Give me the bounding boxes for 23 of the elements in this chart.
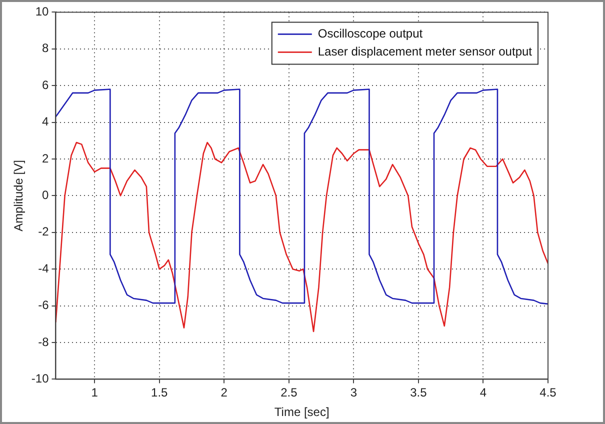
legend-label: Oscilloscope output	[318, 26, 424, 41]
x-tick-label: 3.5	[410, 386, 428, 400]
y-tick-label: -2	[38, 224, 50, 239]
x-tick-label: 4	[480, 386, 487, 400]
y-tick-label: 8	[42, 41, 50, 56]
legend-label: Laser displacement meter sensor output	[318, 44, 533, 59]
y-tick-label: 10	[35, 4, 50, 19]
y-tick-label: -8	[38, 334, 50, 349]
x-axis-title: Time [sec]	[274, 405, 330, 420]
y-tick-label: -6	[38, 298, 50, 312]
y-tick-label: -4	[38, 261, 50, 276]
x-tick-label: 2.5	[280, 386, 298, 400]
y-tick-label: -10	[31, 372, 50, 386]
y-tick-label: 2	[42, 151, 50, 166]
y-tick-label: 4	[42, 114, 50, 129]
y-axis-title: Amplitude [V]	[12, 160, 26, 232]
x-tick-label: 1	[91, 386, 98, 400]
y-tick-label: 0	[42, 188, 50, 202]
y-tick-label: 6	[42, 78, 50, 92]
x-tick-label: 1.5	[151, 386, 168, 400]
x-tick-label: 3	[350, 386, 358, 400]
x-tick-label: 4.5	[540, 386, 557, 400]
x-tick-label: 2	[220, 386, 228, 400]
